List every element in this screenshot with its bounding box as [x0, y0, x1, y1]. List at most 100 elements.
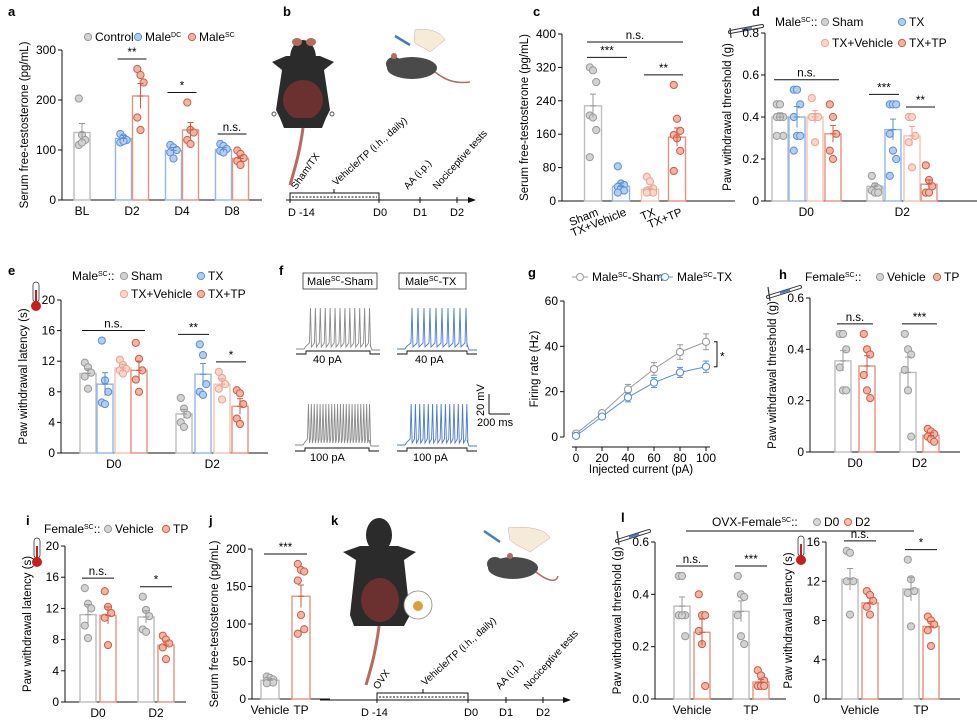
bar: [157, 644, 175, 703]
panel-label-k: k: [331, 513, 339, 528]
x-tick-label: D2: [124, 204, 140, 218]
data-point: [828, 154, 838, 164]
significance-marker: *: [140, 575, 172, 588]
data-point: [807, 94, 816, 103]
data-point: [845, 548, 855, 557]
significance-label: n.s.: [797, 68, 816, 80]
bar: [771, 116, 789, 202]
y-tick-label: 0.4: [632, 587, 649, 601]
timeline-b-event-aa: AA (i.p.): [402, 158, 434, 192]
data-point: [701, 337, 711, 346]
bar-group: [214, 139, 233, 201]
y-axis-label: Paw withdrawal latency (s): [22, 556, 34, 692]
data-point: [262, 679, 271, 688]
y-axis-label: Serum free-testosterone (pg/mL): [519, 34, 531, 201]
x-tick-label: D2: [148, 706, 164, 720]
data-point: [642, 188, 651, 197]
data-point: [740, 639, 749, 649]
bar-group: [157, 631, 175, 703]
bar-group: [771, 100, 789, 202]
data-point: [183, 98, 192, 107]
y-tick-label: 12: [42, 354, 56, 368]
x-tick-label: TP: [913, 703, 928, 717]
significance-marker: ***: [869, 82, 899, 95]
y-axis-label: Paw withdrawal threshold (g): [612, 547, 624, 695]
stimulus-step: [295, 447, 379, 452]
y-tick-label: 0.0: [632, 692, 649, 706]
legend-label: TX+Vehicle: [131, 287, 192, 301]
panel-label-b: b: [283, 4, 291, 19]
legend-marker: [196, 271, 206, 281]
data-point: [885, 129, 894, 138]
data-point: [789, 146, 798, 155]
significance-marker: ***: [902, 312, 937, 325]
bar: [99, 614, 117, 703]
panel-label-c: c: [533, 4, 540, 19]
data-point: [649, 364, 659, 374]
data-point: [235, 419, 245, 429]
significance-marker: n.s.: [676, 554, 708, 567]
data-point: [80, 372, 89, 381]
data-point: [83, 633, 93, 643]
y-tick-label: 0: [551, 430, 558, 444]
bar-group: [99, 587, 117, 703]
data-point: [701, 611, 710, 620]
panel-label-l: l: [621, 510, 625, 525]
data-point: [904, 138, 913, 147]
significance-label: n.s.: [683, 554, 702, 566]
data-point: [694, 590, 703, 599]
data-point: [195, 340, 204, 349]
stimulus-step: [296, 350, 380, 355]
panel-label-d: d: [752, 4, 760, 19]
timeline-k-event-tests: Nociceptive tests: [522, 628, 581, 692]
bar-group: [667, 80, 687, 202]
legend-label: MaleSC-Sham: [592, 270, 663, 284]
chart-d: 0 0.2 0.4 0.6 0.8 Paw withdrawal threshold (g…: [722, 26, 977, 219]
bar-group: [291, 559, 311, 700]
legend-label: MaleSC: [199, 30, 235, 44]
bar-group: [231, 386, 249, 454]
data-point: [74, 94, 83, 103]
data-point: [623, 393, 633, 402]
significance-bracket: [714, 341, 718, 368]
data-point: [903, 588, 912, 598]
data-point: [675, 368, 685, 377]
y-tick-label: 0.6: [632, 535, 649, 549]
data-point: [585, 153, 594, 162]
legend-label: MaleDC: [145, 30, 181, 44]
y-tick-label: 160: [536, 127, 556, 141]
data-point: [186, 139, 195, 149]
y-tick-label: 0.4: [742, 110, 759, 124]
bar-group: [922, 424, 940, 453]
significance-label: n.s.: [223, 122, 242, 134]
significance-marker: *: [167, 81, 197, 93]
legend-label-d0: D0: [824, 515, 840, 529]
panel-k-illustration: D -14 D0 D1 D2 OVX Vehicle/TP (i.h., dai…: [320, 518, 581, 719]
scale-label-time: 200 ms: [477, 417, 514, 429]
y-tick-label: 0: [813, 692, 820, 706]
data-point: [669, 80, 678, 90]
data-point: [592, 77, 601, 87]
data-point: [772, 131, 781, 140]
data-point: [214, 384, 223, 393]
bar-group: [806, 94, 824, 202]
legend-label: TP: [173, 522, 188, 536]
y-tick-label: 100: [36, 143, 56, 157]
y-tick-label: 240: [536, 94, 556, 108]
significance-label: **: [916, 95, 925, 107]
significance-label: n.s.: [104, 319, 123, 331]
legend-marker: [196, 289, 206, 299]
timeline-k-tick-dm14: D -14: [361, 707, 388, 719]
timeline-k-event-aa: AA (i.p.): [494, 658, 526, 692]
timeline-k-tick-d2: D2: [536, 707, 550, 719]
y-tick-label: 50: [233, 655, 247, 669]
timeline-k-event-surgery: OVX: [371, 668, 392, 692]
legend-label: Control: [95, 30, 134, 44]
data-point: [104, 387, 113, 396]
legend-label: TX: [208, 269, 223, 283]
bar: [673, 605, 691, 700]
current-label-tx-40: 40 pA: [415, 354, 444, 366]
bar-group: [231, 146, 250, 201]
y-tick-label: 0: [49, 193, 56, 207]
